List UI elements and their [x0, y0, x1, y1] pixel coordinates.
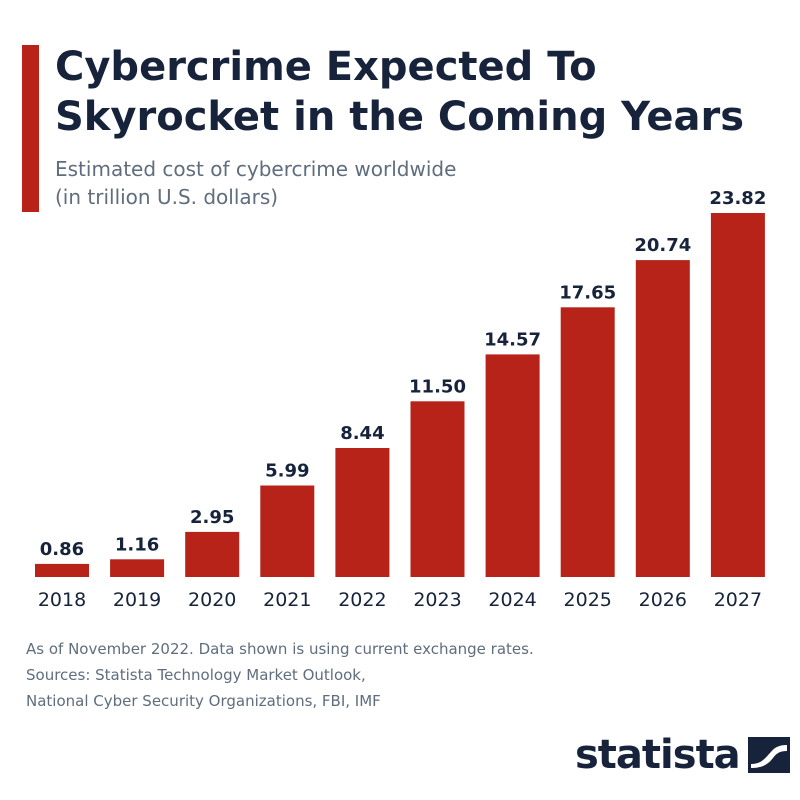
title-accent-bar — [22, 45, 39, 212]
category-label-2024: 2024 — [488, 589, 536, 611]
subtitle-line-2: (in trillion U.S. dollars) — [55, 185, 279, 209]
bar-2021 — [260, 485, 315, 577]
value-label-2021: 5.99 — [265, 461, 309, 482]
footnote-sources-2: National Cyber Security Organizations, F… — [26, 692, 381, 710]
value-label-2020: 2.95 — [190, 507, 234, 528]
subtitle-line-1: Estimated cost of cybercrime worldwide — [55, 157, 457, 181]
statista-logo-icon — [747, 737, 790, 773]
category-label-2021: 2021 — [263, 589, 311, 611]
category-label-2020: 2020 — [188, 589, 236, 611]
footnote-sources-1: Sources: Statista Technology Market Outl… — [26, 666, 366, 684]
brand-name: statista — [575, 732, 741, 778]
bar-2019 — [110, 559, 165, 577]
brand[interactable]: statista — [575, 730, 790, 780]
category-label-2026: 2026 — [639, 589, 687, 611]
category-label-2018: 2018 — [38, 589, 86, 611]
value-label-2025: 17.65 — [559, 282, 616, 303]
bar-2027 — [710, 213, 765, 577]
value-label-2022: 8.44 — [340, 423, 384, 444]
bar-2026 — [635, 260, 690, 577]
chart-subtitle: Estimated cost of cybercrime worldwide (… — [55, 155, 755, 211]
bar-2025 — [560, 307, 615, 577]
category-label-2019: 2019 — [113, 589, 161, 611]
category-label-2022: 2022 — [338, 589, 386, 611]
category-label-2027: 2027 — [714, 589, 762, 611]
bar-2018 — [35, 563, 89, 577]
value-label-2024: 14.57 — [484, 329, 541, 350]
category-label-2023: 2023 — [413, 589, 461, 611]
category-label-2025: 2025 — [564, 589, 612, 611]
value-label-2019: 1.16 — [115, 534, 159, 555]
bar-2024 — [485, 354, 540, 577]
value-label-2027: 23.82 — [709, 188, 766, 209]
footnote: As of November 2022. Data shown is using… — [26, 636, 766, 714]
value-label-2026: 20.74 — [634, 235, 691, 256]
bar-2022 — [335, 448, 390, 577]
value-label-2018: 0.86 — [40, 539, 84, 560]
bar-chart: 0.86 2018 1.16 2019 2.95 2020 5.99 2021 8.44 2022… — [35, 188, 766, 611]
value-label-2023: 11.50 — [409, 376, 466, 397]
bar-2020 — [185, 531, 240, 577]
footnote-note: As of November 2022. Data shown is using… — [26, 640, 534, 658]
chart-title: Cybercrime Expected To Skyrocket in the … — [55, 44, 745, 140]
bar-2023 — [410, 401, 465, 577]
